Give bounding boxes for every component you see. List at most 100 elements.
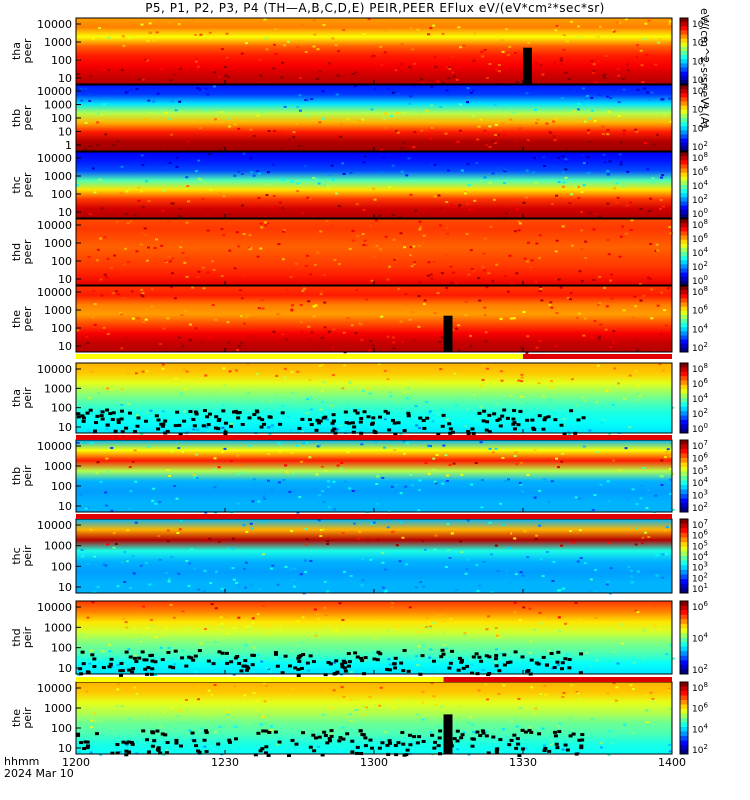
noise-pixel [466,163,470,166]
low-count-pixel [392,662,397,666]
noise-pixel [635,239,639,242]
noise-pixel [87,430,91,433]
noise-pixel [171,202,175,205]
noise-pixel [437,194,441,197]
noise-pixel [166,540,170,543]
noise-pixel [199,342,203,345]
noise-pixel [372,651,376,654]
low-count-pixel [256,731,261,735]
noise-pixel [542,744,546,747]
noise-pixel [609,97,613,100]
noise-pixel [588,117,592,120]
noise-pixel [544,660,548,663]
noise-pixel [184,213,188,216]
low-count-pixel [371,416,376,420]
noise-pixel [354,332,358,335]
noise-pixel [158,501,162,504]
noise-pixel [151,499,155,502]
noise-pixel [229,460,233,463]
noise-pixel [497,133,501,136]
noise-pixel [470,483,474,486]
low-count-pixel [88,408,93,412]
noise-pixel [595,401,599,404]
noise-pixel [266,479,270,482]
noise-pixel [312,215,316,218]
noise-pixel [537,382,541,385]
noise-pixel [636,611,640,614]
noise-pixel [317,444,321,447]
noise-pixel [583,562,587,565]
low-count-pixel [155,729,160,733]
noise-pixel [599,483,603,486]
noise-pixel [116,585,120,588]
y-tick-label: 10000 [37,219,72,232]
low-count-pixel [329,734,334,738]
noise-pixel [575,316,579,319]
noise-pixel [391,602,395,605]
noise-pixel [507,54,511,57]
low-count-pixel [494,653,499,657]
noise-pixel [184,309,188,312]
colorbar-segment [680,97,688,102]
noise-pixel [124,213,128,216]
low-count-pixel [173,649,178,653]
low-count-pixel [553,734,558,738]
noise-pixel [383,568,387,571]
noise-pixel [506,290,510,293]
noise-pixel [632,661,636,664]
noise-pixel [449,617,453,620]
noise-pixel [289,650,293,653]
noise-pixel [507,532,511,535]
low-count-pixel [273,730,278,734]
colorbar-segment [680,55,688,60]
low-count-pixel [355,411,360,415]
low-count-pixel [154,414,159,418]
noise-pixel [240,297,244,300]
noise-pixel [318,70,322,73]
noise-pixel [277,481,281,484]
noise-pixel [244,625,248,628]
noise-pixel [305,412,309,415]
noise-pixel [323,580,327,583]
noise-pixel [549,131,553,134]
low-count-pixel [485,420,490,424]
low-count-pixel [86,744,91,748]
low-count-pixel [126,740,131,744]
low-count-pixel [350,421,355,425]
noise-pixel [219,616,223,619]
noise-pixel [283,105,287,108]
noise-pixel [331,178,335,181]
noise-pixel [591,508,595,511]
noise-pixel [80,548,84,551]
noise-pixel [218,148,222,151]
colorbar-segment [680,223,688,228]
noise-pixel [379,45,383,48]
noise-pixel [195,453,199,456]
noise-pixel [653,605,657,608]
noise-pixel [644,531,648,534]
noise-pixel [557,156,561,159]
noise-pixel [221,426,225,429]
low-count-pixel [505,416,510,420]
noise-pixel [527,41,531,44]
noise-pixel [206,271,210,274]
noise-pixel [578,270,582,273]
low-count-pixel [334,659,339,663]
noise-pixel [285,719,289,722]
noise-pixel [525,92,529,95]
colorbar-segment [680,537,688,543]
noise-pixel [653,349,657,352]
noise-pixel [330,404,334,407]
noise-pixel [405,563,409,566]
noise-pixel [484,144,488,147]
noise-pixel [269,729,273,732]
noise-pixel [252,174,256,177]
noise-pixel [661,576,665,579]
noise-pixel [608,160,612,163]
noise-pixel [133,686,137,689]
noise-pixel [77,188,81,191]
low-count-pixel [130,742,135,746]
noise-pixel [187,585,191,588]
noise-pixel [316,617,320,620]
noise-pixel [233,123,237,126]
